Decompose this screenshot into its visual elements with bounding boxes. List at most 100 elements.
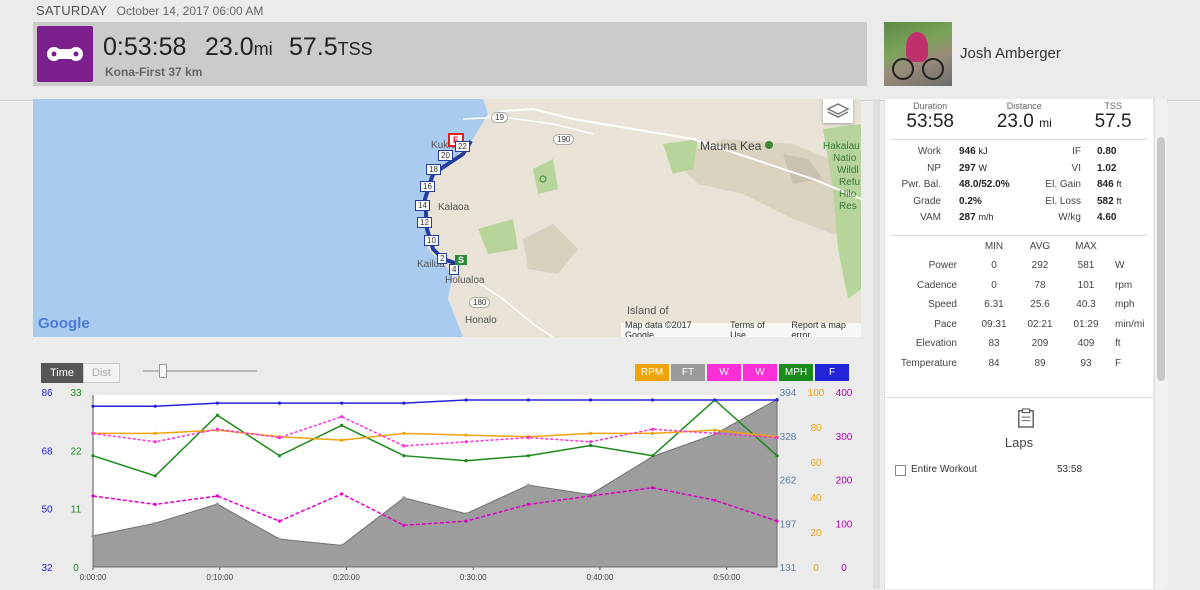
series-line-w — [92, 415, 778, 447]
metric-label: IF — [1072, 146, 1081, 157]
series-toggle-mph[interactable]: MPH — [779, 364, 813, 381]
route-marker[interactable]: 4 — [449, 264, 460, 275]
route-marker[interactable]: 16 — [420, 181, 435, 192]
series-toggle-w2[interactable]: W — [743, 364, 777, 381]
report-link[interactable]: Report a map error — [791, 320, 846, 337]
road — [472, 278, 554, 337]
row-label: Temperature — [900, 357, 957, 369]
data-point — [588, 431, 593, 435]
route-map[interactable]: Mauna Kea Hakalau Natio Wildl Refu Hilo … — [33, 99, 861, 337]
detail-metrics: Work 946 kJ IF 0.80 NP 297 W VI 1.02 Pwr. Bal.… — [885, 140, 1153, 235]
google-logo[interactable]: Google — [38, 315, 90, 332]
stat-value: 57.5 — [1094, 111, 1132, 132]
data-point — [215, 494, 219, 498]
lap-label: Entire Workout — [911, 464, 977, 475]
data-point — [91, 454, 95, 458]
row-unit: W — [1115, 260, 1125, 272]
metric-unit: m/h — [978, 212, 994, 222]
data-point — [340, 438, 344, 442]
terms-link[interactable]: Terms of Use — [730, 320, 765, 337]
data-point — [588, 494, 593, 498]
metric-number: 846 — [1097, 179, 1114, 190]
route-marker[interactable]: 20 — [438, 150, 453, 161]
data-point — [215, 401, 219, 405]
park-area — [533, 159, 558, 194]
axis-mode-toggle: Time Dist — [41, 363, 120, 383]
series-toggle-ft[interactable]: FT — [671, 364, 705, 381]
map-label: Res — [839, 201, 857, 212]
metric-number: 287 — [959, 212, 976, 223]
metric-unit: ft — [1116, 179, 1122, 189]
data-point — [526, 398, 530, 402]
road-badge: 19 — [491, 112, 508, 123]
data-point — [153, 431, 157, 435]
panel-divider[interactable] — [873, 99, 880, 589]
data-point — [651, 431, 655, 435]
athlete-card[interactable]: Josh Amberger — [884, 22, 1150, 86]
route-marker[interactable]: 12 — [417, 217, 432, 228]
lap-checkbox[interactable] — [895, 465, 906, 476]
y-tick-label: 50 — [41, 505, 53, 516]
data-point — [402, 444, 406, 448]
data-point — [215, 502, 219, 506]
scrollbar-thumb[interactable] — [1157, 137, 1165, 381]
map-label: Honalo — [465, 315, 497, 326]
metric-value: 1.02 — [1097, 163, 1116, 174]
route-marker[interactable]: 14 — [415, 200, 430, 211]
data-point — [713, 498, 717, 502]
metric-number: 297 — [959, 162, 976, 174]
data-point — [526, 502, 530, 506]
dist-mode-button[interactable]: Dist — [83, 363, 120, 383]
slider-handle[interactable] — [159, 364, 167, 378]
stat-number: 23.0 — [996, 111, 1034, 132]
row-unit: F — [1115, 357, 1122, 369]
route-marker[interactable]: 2 — [437, 253, 448, 264]
y-tick-label: 86 — [41, 388, 53, 399]
metric-number: 4.60 — [1097, 212, 1117, 223]
y-tick-label: 33 — [70, 388, 82, 399]
workout-tss: 57.5TSS — [289, 33, 373, 62]
workout-summary: 0:53:58 23.0mi 57.5TSS Kona-First 37 km — [33, 22, 867, 86]
workout-title[interactable]: Kona-First 37 km — [105, 65, 203, 79]
scrollbar[interactable] — [1154, 99, 1167, 589]
park-area — [823, 124, 861, 299]
bike-icon — [37, 26, 93, 82]
y-tick-label: 40 — [810, 493, 822, 504]
zoom-slider[interactable] — [143, 364, 257, 378]
y-tick-label: 0 — [841, 563, 847, 574]
workout-distance: 23.0mi — [205, 33, 273, 62]
series-toggle-rpm[interactable]: RPM — [635, 364, 669, 381]
map-canvas[interactable] — [33, 99, 861, 337]
distance-unit: mi — [253, 39, 273, 59]
data-point — [651, 427, 655, 431]
y-tick-label: 100 — [836, 519, 853, 530]
data-point — [340, 423, 344, 427]
series-toggle-w[interactable]: W — [707, 364, 741, 381]
y-tick-label: 400 — [836, 388, 853, 399]
row-max: 93 — [1080, 357, 1092, 369]
route-marker[interactable]: 10 — [424, 235, 439, 246]
series-toggle-f[interactable]: F — [815, 364, 849, 381]
stat-value: 23.0 mi — [997, 111, 1052, 133]
data-point — [464, 433, 468, 437]
workout-chart[interactable]: 86 68 50 32 33 22 11 0 394 328 262 197 131 100 80 60 40 2… — [33, 355, 861, 589]
x-tick-label: 0:00:00 — [80, 573, 107, 582]
layers-button[interactable] — [823, 99, 853, 123]
road-badge: 190 — [553, 134, 575, 145]
divider — [891, 235, 1147, 236]
time-mode-button[interactable]: Time — [41, 363, 84, 383]
route-marker[interactable]: 18 — [426, 164, 441, 175]
tss-unit: TSS — [337, 39, 373, 59]
data-point — [153, 440, 157, 444]
route-marker-start[interactable]: S — [455, 255, 468, 265]
data-point — [464, 398, 468, 402]
map-label: Natio — [833, 153, 857, 164]
mountain-shade — [673, 139, 861, 239]
laps-section: Laps Entire Workout 53:58 — [885, 397, 1153, 590]
data-point — [91, 404, 95, 408]
lap-row[interactable]: Entire Workout 53:58 — [895, 464, 1145, 480]
route-marker[interactable]: 22 — [455, 141, 470, 152]
y-tick-label: 200 — [836, 476, 853, 487]
row-min: 09:31 — [981, 318, 1007, 330]
workout-day: SATURDAY — [36, 3, 108, 18]
